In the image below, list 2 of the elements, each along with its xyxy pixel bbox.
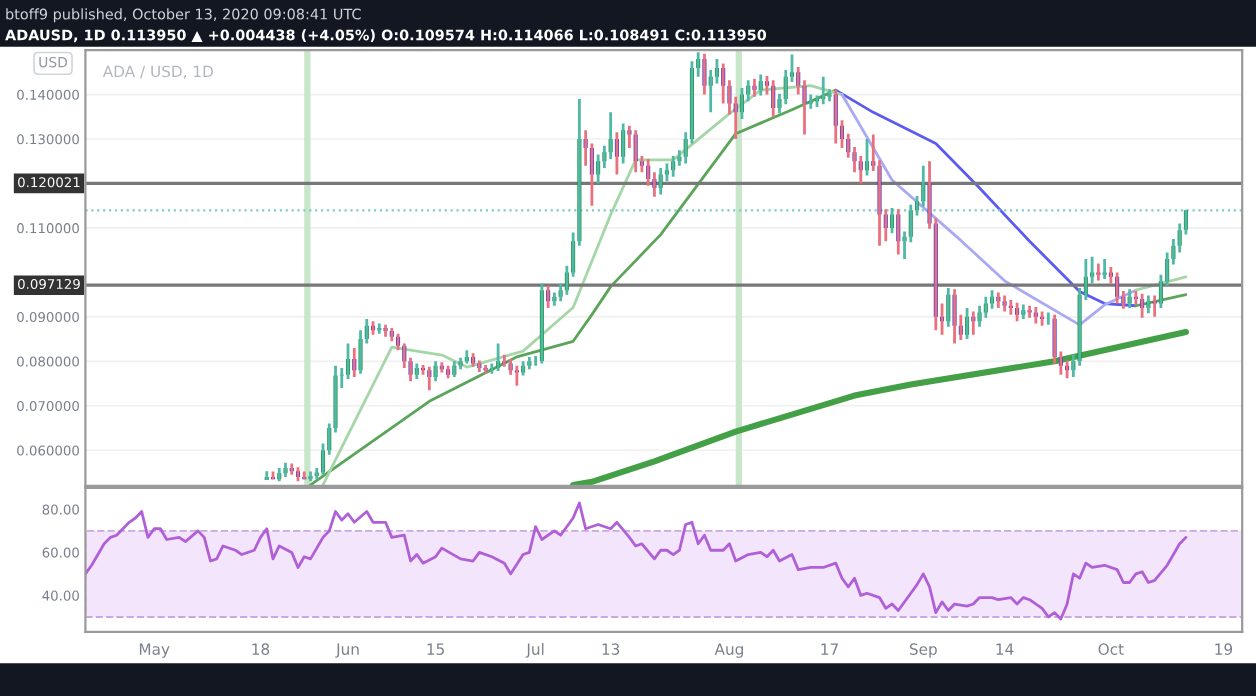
line-series	[85, 501, 1188, 621]
line-series	[570, 328, 1189, 486]
